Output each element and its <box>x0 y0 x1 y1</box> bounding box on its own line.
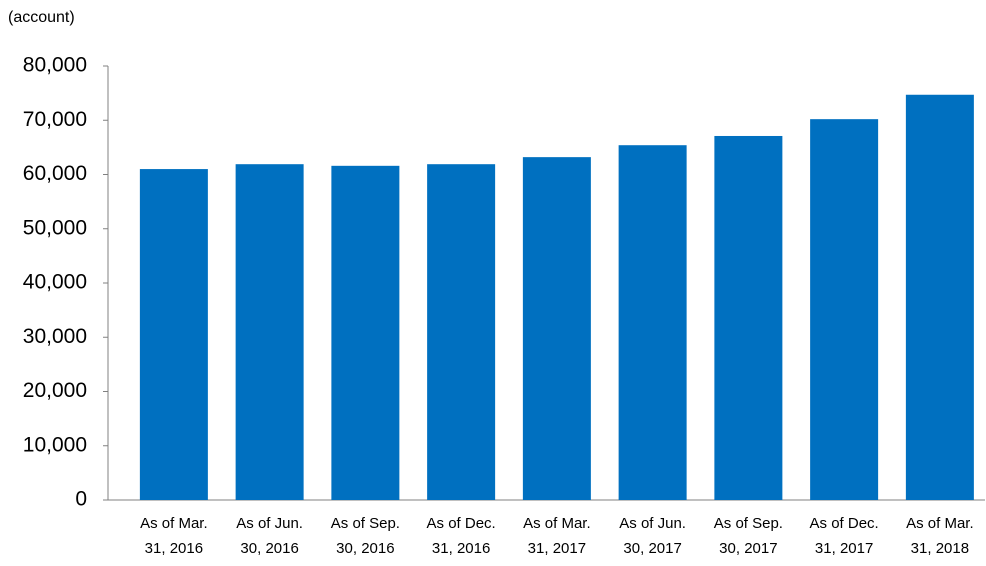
x-tick-label: As of Mar. <box>906 515 974 532</box>
x-tick-label: 31, 2016 <box>145 540 203 557</box>
bar <box>810 119 879 500</box>
bar <box>331 165 400 500</box>
y-tick-label: 30,000 <box>23 325 87 348</box>
y-tick-label: 40,000 <box>23 271 87 294</box>
x-tick-label: As of Sep. <box>714 515 783 532</box>
x-tick-label: 31, 2017 <box>815 540 873 557</box>
unit-label: (account) <box>8 9 75 26</box>
x-tick-label: 31, 2017 <box>528 540 586 557</box>
x-tick-label: As of Dec. <box>427 515 496 532</box>
bar <box>714 135 783 501</box>
y-tick-label: 80,000 <box>23 54 87 77</box>
x-tick-label: 30, 2017 <box>623 540 681 557</box>
bar <box>905 94 974 500</box>
y-tick-label: 20,000 <box>23 379 87 402</box>
x-tick-label: 30, 2016 <box>336 540 394 557</box>
x-tick-label: 30, 2016 <box>240 540 298 557</box>
y-tick-label: 10,000 <box>23 433 87 456</box>
y-tick-label: 70,000 <box>23 108 87 131</box>
bar <box>427 164 496 500</box>
y-tick-label: 60,000 <box>23 162 87 185</box>
x-tick-label: As of Jun. <box>619 515 686 532</box>
x-tick-label: 31, 2018 <box>911 540 969 557</box>
x-tick-label: As of Sep. <box>331 515 400 532</box>
x-tick-label: As of Mar. <box>523 515 591 532</box>
bar <box>235 164 304 500</box>
y-tick-label: 50,000 <box>23 216 87 239</box>
bar <box>139 169 208 500</box>
x-tick-label: As of Jun. <box>236 515 303 532</box>
x-tick-label: As of Mar. <box>140 515 208 532</box>
bar <box>618 145 687 500</box>
y-tick-label: 0 <box>75 488 87 511</box>
bar <box>522 157 591 500</box>
x-tick-label: 30, 2017 <box>719 540 777 557</box>
x-tick-label: 31, 2016 <box>432 540 490 557</box>
x-tick-label: As of Dec. <box>810 515 879 532</box>
